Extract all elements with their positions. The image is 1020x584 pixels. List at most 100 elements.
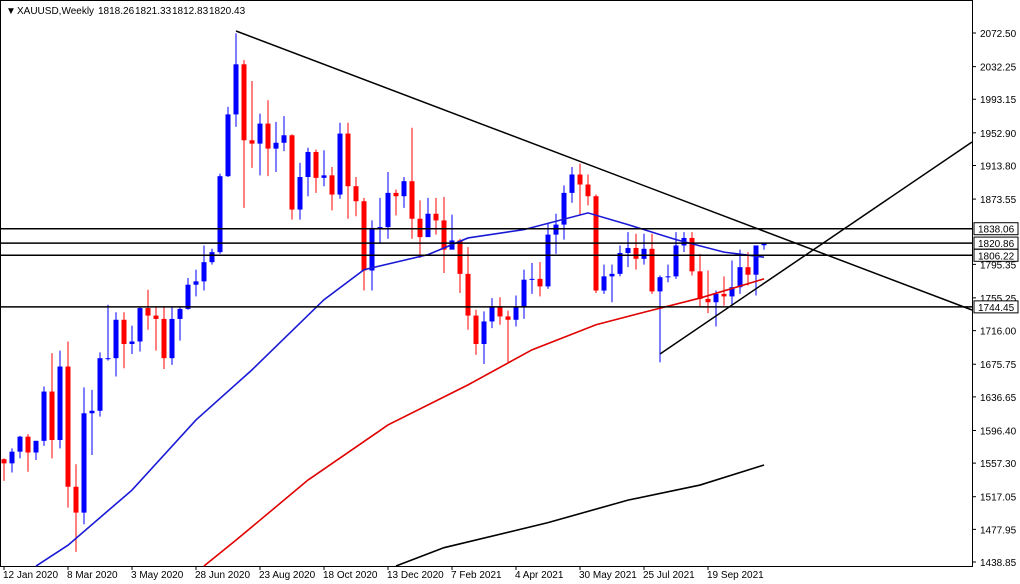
candle-body [625,247,631,253]
candle-body [273,142,279,149]
y-tick-label: 1993.15 [980,95,1017,106]
candle-body [489,306,495,322]
candle-body [713,293,719,303]
candle-body [177,308,183,319]
y-tick-label: 1517.05 [980,493,1017,504]
moving-average [395,464,765,567]
y-tick-label: 1795.35 [980,260,1017,271]
candle-body [201,262,207,282]
candle-body [441,220,447,250]
candle-body [545,234,551,287]
trendline [235,30,973,311]
candle-body [33,440,39,453]
candle-body [409,181,415,219]
candle-body [297,177,303,210]
candle-body [521,279,527,308]
x-tick-label: 23 Aug 2020 [259,570,316,581]
candle-body [129,341,135,344]
y-tick-label: 1438.85 [980,558,1017,569]
candle-body [601,276,607,291]
candle-body [561,192,567,225]
candle-body [225,114,231,177]
candle-body [249,140,255,144]
candle-body [753,245,759,275]
level-label: 1806.22 [978,251,1015,262]
level-label-box [973,248,1019,262]
level-label: 1820.86 [978,239,1015,250]
x-tick-label: 3 May 2020 [131,570,184,581]
candle-body [433,213,439,221]
x-tick-label: 25 Jul 2021 [643,570,695,581]
y-tick-label: 1952.90 [980,129,1017,140]
candle-body [145,308,151,316]
x-tick-label: 13 Dec 2020 [387,570,444,581]
y-tick-label: 1716.00 [980,327,1017,338]
y-tick-label: 1477.95 [980,525,1017,536]
candle-body [577,174,583,185]
candle-body [513,307,519,320]
candle-body [385,192,391,228]
candle-body [585,184,591,197]
candle-body [497,306,503,317]
x-tick-label: 8 Mar 2020 [67,570,118,581]
candle-body [81,413,87,513]
x-tick-label: 12 Jan 2020 [3,570,58,581]
candle-body [121,319,127,344]
candle-body [553,224,559,235]
candle-body [353,186,359,202]
candle-body [105,358,111,360]
candle-body [465,273,471,316]
candle-body [209,252,215,263]
candle-body [505,316,511,320]
candle-body [705,298,711,303]
level-label-box [973,300,1019,314]
candle-body [481,321,487,344]
candle-body [473,315,479,344]
candle-body [673,245,679,277]
y-tick-label: 2032.25 [980,63,1017,74]
candle-body [185,284,191,309]
candle-body [265,123,271,149]
candle-body [337,133,343,195]
plot-frame [0,0,973,567]
candle-body [313,151,319,178]
trendline [659,141,973,355]
candle-body [233,64,239,115]
candle-body [113,319,119,359]
candle-body [137,308,143,342]
chart-title: XAUUSD,Weekly [17,6,94,17]
candle-body [457,240,463,274]
candle-body [369,227,375,271]
y-tick-label: 1913.80 [980,161,1017,172]
candle-body [401,181,407,197]
candle-body [697,271,703,299]
candle-body [89,410,95,414]
candle-body [193,281,199,285]
level-label-box [973,222,1019,236]
candle-body [617,252,623,274]
y-tick-label: 1873.55 [980,195,1017,206]
candle-body [345,133,351,187]
moving-average [203,278,765,567]
quote-open: 1818.26 [98,6,135,17]
candle-body [17,436,23,452]
candle-body [377,227,383,229]
x-tick-label: 28 Jun 2020 [195,570,250,581]
candle-body [49,391,55,440]
candle-body [289,135,295,210]
candle-body [729,287,735,297]
menu-arrow: ▼ [6,6,16,17]
candle-body [281,135,287,143]
candle-body [361,201,367,271]
x-tick-label: 30 May 2021 [579,570,637,581]
candle-body [305,151,311,178]
y-tick-label: 1596.40 [980,426,1017,437]
quote-low: 1812.83 [172,6,209,17]
candle-body [745,267,751,275]
x-tick-label: 7 Feb 2021 [451,570,502,581]
candle-body [161,318,167,359]
candle-body [9,451,15,464]
candle-body [25,436,31,453]
candle-body [1,459,7,464]
